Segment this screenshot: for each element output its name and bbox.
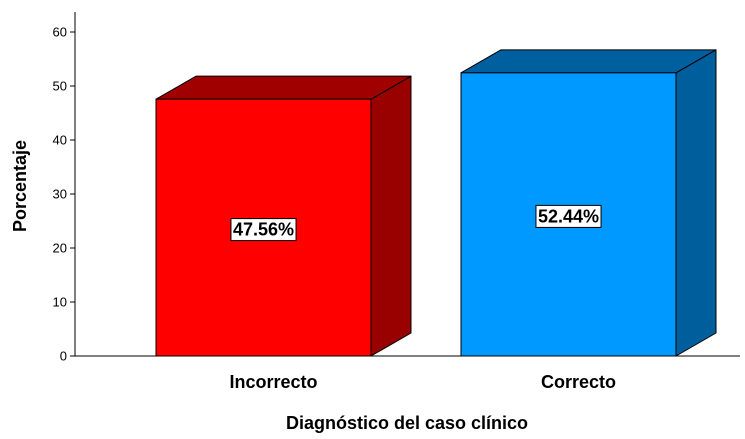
x-axis: Incorrecto Correcto [75,355,740,392]
data-label-incorrecto: 47.56% [230,218,297,242]
bar-incorrecto [155,75,412,357]
data-label-text: 52.44% [538,206,599,226]
y-axis-title: Porcentaje [10,140,30,232]
x-tick-label-correcto: Correcto [541,372,616,392]
y-tick-label: 0 [60,349,67,364]
bar-top-face [460,49,717,74]
y-tick-label: 20 [53,241,67,256]
x-tick-label-incorrecto: Incorrecto [229,372,317,392]
y-tick-label: 50 [53,79,67,94]
data-labels: 47.56% 52.44% [230,204,602,242]
y-tick-label: 10 [53,295,67,310]
bar-side-face [675,49,717,357]
y-tick-label: 60 [53,25,67,40]
bar-top-face [155,75,412,100]
y-tick-label: 30 [53,187,67,202]
data-label-text: 47.56% [233,220,294,240]
bar-correcto [460,49,717,357]
data-label-box [535,204,602,228]
y-tick-label: 40 [53,133,67,148]
data-label-box [230,218,297,242]
bar-front-face [155,98,372,357]
bar-side-face [370,75,412,357]
data-label-correcto: 52.44% [535,204,602,228]
bars [155,49,717,357]
x-axis-title: Diagnóstico del caso clínico [286,413,528,433]
y-axis: 0 10 20 30 40 50 60 [53,12,76,364]
